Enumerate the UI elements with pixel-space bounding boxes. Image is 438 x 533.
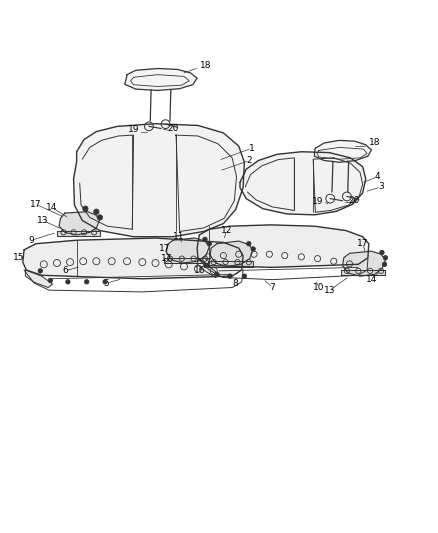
Text: 2: 2	[247, 156, 252, 165]
Circle shape	[207, 241, 212, 246]
Text: 17: 17	[357, 239, 368, 248]
Polygon shape	[197, 225, 369, 268]
Text: 9: 9	[28, 236, 35, 245]
Text: 13: 13	[37, 216, 49, 225]
Circle shape	[97, 215, 102, 220]
Polygon shape	[341, 270, 385, 275]
Polygon shape	[208, 261, 253, 266]
Text: 6: 6	[62, 266, 68, 276]
Text: 15: 15	[13, 253, 24, 262]
Circle shape	[251, 247, 255, 251]
Circle shape	[247, 241, 251, 246]
Circle shape	[380, 251, 384, 255]
Polygon shape	[74, 124, 244, 237]
Circle shape	[242, 274, 247, 278]
Text: 17: 17	[30, 200, 42, 209]
Circle shape	[38, 269, 42, 273]
Circle shape	[382, 262, 387, 266]
Circle shape	[103, 280, 107, 284]
Text: 14: 14	[366, 275, 377, 284]
Text: 19: 19	[128, 125, 139, 134]
Polygon shape	[210, 241, 253, 266]
Circle shape	[85, 280, 89, 284]
Text: 1: 1	[249, 144, 255, 153]
Circle shape	[94, 209, 99, 214]
Circle shape	[215, 272, 219, 277]
Polygon shape	[23, 238, 243, 279]
Text: 13: 13	[324, 286, 335, 295]
Text: 17: 17	[161, 254, 172, 263]
Polygon shape	[57, 231, 100, 236]
Text: 4: 4	[375, 172, 380, 181]
Text: 7: 7	[269, 283, 276, 292]
Text: 3: 3	[378, 182, 384, 191]
Circle shape	[383, 255, 388, 260]
Polygon shape	[240, 152, 366, 215]
Text: 20: 20	[167, 124, 179, 133]
Polygon shape	[25, 270, 53, 287]
Circle shape	[228, 274, 232, 278]
Polygon shape	[314, 140, 371, 162]
Polygon shape	[343, 251, 385, 276]
Polygon shape	[125, 69, 197, 91]
Text: 8: 8	[233, 279, 239, 288]
Text: 10: 10	[313, 283, 325, 292]
Polygon shape	[166, 238, 209, 263]
Polygon shape	[164, 258, 209, 263]
Polygon shape	[59, 212, 100, 235]
Text: 12: 12	[221, 226, 233, 235]
Text: 19: 19	[312, 197, 323, 206]
Text: 16: 16	[194, 265, 205, 274]
Text: 11: 11	[173, 232, 184, 241]
Text: 17: 17	[159, 245, 170, 254]
Polygon shape	[197, 258, 219, 278]
Circle shape	[66, 280, 70, 284]
Text: 14: 14	[46, 203, 57, 212]
Text: 20: 20	[348, 196, 360, 205]
Text: 5: 5	[103, 279, 109, 288]
Circle shape	[83, 206, 88, 211]
Circle shape	[48, 278, 53, 282]
Text: 18: 18	[200, 61, 212, 69]
Circle shape	[204, 263, 208, 268]
Text: 18: 18	[369, 139, 380, 148]
Circle shape	[203, 237, 207, 241]
